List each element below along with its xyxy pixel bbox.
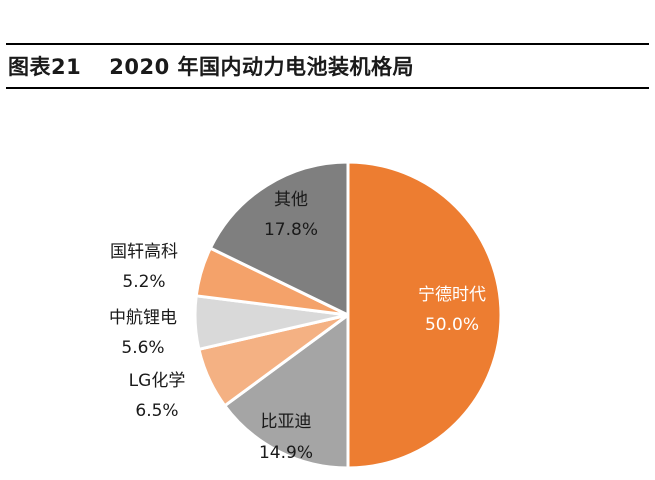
pie-slice-1	[346, 160, 503, 470]
figure-caption: 2020 年国内动力电池装机格局	[109, 55, 414, 79]
pie-slice-6	[208, 160, 350, 317]
figure-title: 图表21 2020 年国内动力电池装机格局	[8, 51, 414, 81]
slice-value-label: 50.0%	[425, 315, 479, 335]
slice-name-label: LG化学	[129, 371, 186, 391]
slice-name-label: 比亚迪	[261, 412, 312, 432]
slice-value-label: 14.9%	[259, 443, 313, 463]
pie-labels: 宁德时代 50.0% 比亚迪 14.9% LG化学 6.5% 中航锂电 5.6% 国轩高科 5.2…	[109, 190, 486, 463]
slice-name-label: 国轩高科	[110, 242, 178, 262]
figure-number: 图表21	[8, 55, 82, 79]
slice-value-label: 6.5%	[135, 401, 178, 421]
slice-value-label: 5.2%	[122, 272, 165, 292]
pie-slice-2	[223, 313, 350, 470]
slice-value-label: 5.6%	[121, 338, 164, 358]
slice-name-label: 中航锂电	[109, 308, 177, 328]
slice-value-label: 17.8%	[264, 220, 318, 240]
pie-slices	[193, 160, 503, 470]
title-bottom-rule	[6, 87, 649, 89]
slice-name-label: 宁德时代	[418, 285, 486, 305]
slice-name-label: 其他	[274, 190, 308, 210]
title-top-rule	[6, 43, 649, 45]
